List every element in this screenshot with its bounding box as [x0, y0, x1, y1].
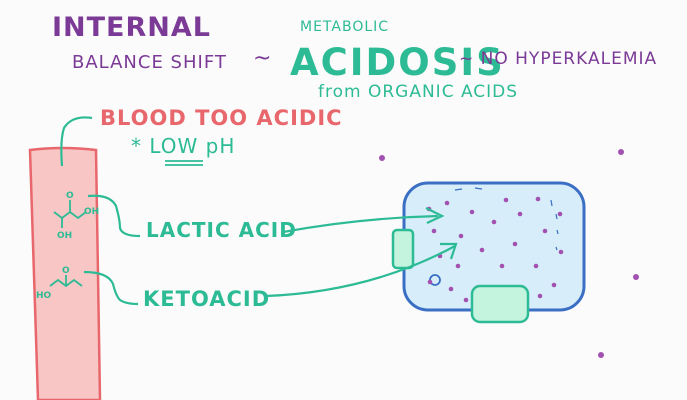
tilde-separator: ~ [253, 46, 273, 71]
title-internal: INTERNAL [52, 12, 211, 43]
membrane-channel-bottom [470, 284, 530, 324]
low-underline [165, 160, 203, 166]
balance-shift-label: BALANCE SHIFT [72, 52, 227, 73]
ketoacid-label: KETOACID [143, 287, 271, 311]
blood-vessel [28, 146, 102, 400]
organic-acids-note: from ORGANIC ACIDS [318, 82, 519, 102]
lactic-oh-bottom: OH [57, 231, 73, 241]
keto-arrow-head [440, 242, 458, 260]
lactic-arrow [282, 214, 439, 234]
blood-too-acidic-label: BLOOD TOO ACIDIC [100, 106, 343, 130]
acidosis-heading: ACIDOSIS [290, 41, 505, 84]
lactic-acid-label: LACTIC ACID [146, 218, 297, 242]
membrane-channel-left [391, 228, 415, 270]
low-ph-note: * LOW pH [131, 134, 236, 158]
keto-o-top: O [62, 266, 70, 276]
ketoacid-structure [49, 275, 83, 288]
lactic-acid-structure [53, 200, 87, 228]
blood-connector [60, 116, 93, 167]
metabolic-label: METABOLIC [300, 19, 390, 35]
no-hyperkalemia-note: ~ NO HYPERKALEMIA [459, 49, 658, 69]
lactic-bracket [87, 194, 141, 238]
keto-arrow [265, 245, 456, 298]
lactic-o-top: O [66, 191, 74, 201]
ion-dots-extracellular [379, 149, 639, 358]
lactic-arrow-head [425, 207, 445, 224]
keto-bracket [83, 270, 139, 306]
cell-texture [454, 187, 559, 251]
lactic-oh-right: OH [84, 207, 100, 217]
keto-ho-left: HO [36, 291, 52, 301]
